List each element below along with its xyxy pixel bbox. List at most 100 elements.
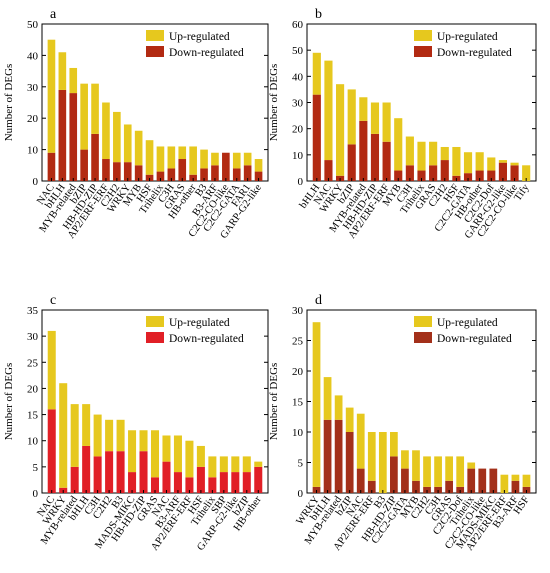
bar-up-regulated (463, 152, 473, 174)
bar-down-regulated (324, 160, 333, 181)
bar-up-regulated (242, 456, 251, 473)
y-tick-label: 5 (298, 458, 304, 470)
bar-down-regulated (47, 409, 56, 493)
bar-down-regulated (498, 162, 507, 181)
bar-down-regulated (489, 468, 498, 493)
bar-down-regulated (429, 165, 438, 181)
bar-up-regulated (150, 430, 160, 478)
bar-up-regulated (336, 84, 345, 176)
y-tick-label: 30 (292, 98, 304, 110)
bar-up-regulated (70, 404, 79, 467)
bar-up-regulated (356, 413, 365, 469)
bar-up-regulated (116, 419, 125, 452)
bar-down-regulated (222, 152, 230, 181)
bar-up-regulated (139, 430, 148, 452)
bar-down-regulated (478, 468, 487, 493)
y-tick-label: 15 (27, 410, 39, 422)
bar-up-regulated (105, 419, 114, 452)
legend-swatch (146, 316, 164, 327)
y-tick-label: 40 (292, 71, 304, 83)
bar-up-regulated (145, 140, 154, 175)
legend-swatch (414, 30, 432, 41)
axes-frame (41, 23, 269, 182)
bar-down-regulated (211, 165, 219, 181)
bar-down-regulated (93, 456, 102, 493)
bar-down-regulated (219, 472, 228, 493)
bar-up-regulated (113, 111, 121, 163)
bar-down-regulated (440, 160, 449, 181)
bar-down-regulated (156, 171, 165, 181)
bar-up-regulated (82, 404, 91, 446)
legend-swatch (414, 332, 432, 343)
bar-up-regulated (47, 330, 56, 410)
bar-down-regulated (423, 486, 431, 493)
bar-down-regulated (231, 472, 240, 493)
bar-down-regulated (367, 480, 376, 493)
bar-down-regulated (167, 168, 176, 181)
y-tick-label: 10 (27, 436, 39, 448)
bar-down-regulated (463, 173, 473, 181)
bar-up-regulated (59, 383, 68, 488)
bar-up-regulated (440, 146, 449, 161)
y-tick-label: 10 (292, 427, 304, 439)
bar-down-regulated (208, 477, 217, 493)
bar-up-regulated (254, 461, 263, 467)
bar-down-regulated (511, 480, 520, 493)
y-tick-label: 10 (27, 145, 39, 157)
bar-down-regulated (401, 468, 409, 493)
y-tick-label: 60 (292, 19, 304, 31)
bar-down-regulated (412, 480, 420, 493)
bar-up-regulated (123, 124, 132, 163)
bar-down-regulated (185, 477, 194, 493)
y-tick-label: 40 (27, 50, 39, 62)
bar-down-regulated (70, 466, 79, 493)
bar-up-regulated (367, 432, 376, 481)
y-axis-label: Number of DEGs (3, 363, 15, 441)
y-tick-label: 20 (27, 113, 39, 125)
bar-down-regulated (91, 133, 99, 181)
bar-down-regulated (510, 165, 519, 181)
bar-up-regulated (522, 165, 531, 181)
bar-up-regulated (232, 152, 241, 169)
bar-down-regulated (445, 480, 453, 493)
bar-up-regulated (487, 157, 496, 171)
bar-up-regulated (128, 430, 137, 473)
bar-up-regulated (102, 102, 110, 160)
x-tick-label: Tify (512, 182, 532, 203)
y-tick-label: 0 (298, 176, 304, 188)
bar-down-regulated (522, 486, 531, 493)
bar-up-regulated (312, 322, 321, 487)
bar-up-regulated (401, 450, 409, 469)
bar-up-regulated (445, 456, 453, 481)
bar-up-regulated (254, 159, 263, 172)
bar-up-regulated (456, 456, 465, 487)
panel-label: d (315, 293, 322, 308)
bar-down-regulated (356, 468, 365, 493)
legend-label: Up-regulated (169, 31, 230, 43)
bar-up-regulated (178, 146, 187, 160)
bar-up-regulated (208, 456, 217, 478)
bar-up-regulated (500, 474, 509, 493)
y-tick-label: 30 (292, 305, 304, 317)
bar-up-regulated (185, 440, 194, 478)
bar-up-regulated (243, 152, 252, 166)
bar-down-regulated (162, 461, 171, 493)
legend-swatch (414, 316, 432, 327)
bar-up-regulated (200, 149, 208, 169)
bar-up-regulated (334, 395, 343, 420)
bar-up-regulated (390, 432, 398, 457)
bar-down-regulated (323, 419, 332, 493)
bar-down-regulated (394, 170, 403, 181)
bar-down-regulated (467, 468, 476, 493)
bar-down-regulated (173, 472, 182, 493)
bar-down-regulated (334, 419, 343, 493)
bar-up-regulated (93, 414, 102, 457)
legend-label: Down-regulated (169, 333, 244, 345)
bar-down-regulated (487, 170, 496, 181)
bar-down-regulated (47, 152, 56, 181)
y-axis-label: Number of DEGs (268, 64, 280, 142)
bar-up-regulated (80, 83, 88, 150)
